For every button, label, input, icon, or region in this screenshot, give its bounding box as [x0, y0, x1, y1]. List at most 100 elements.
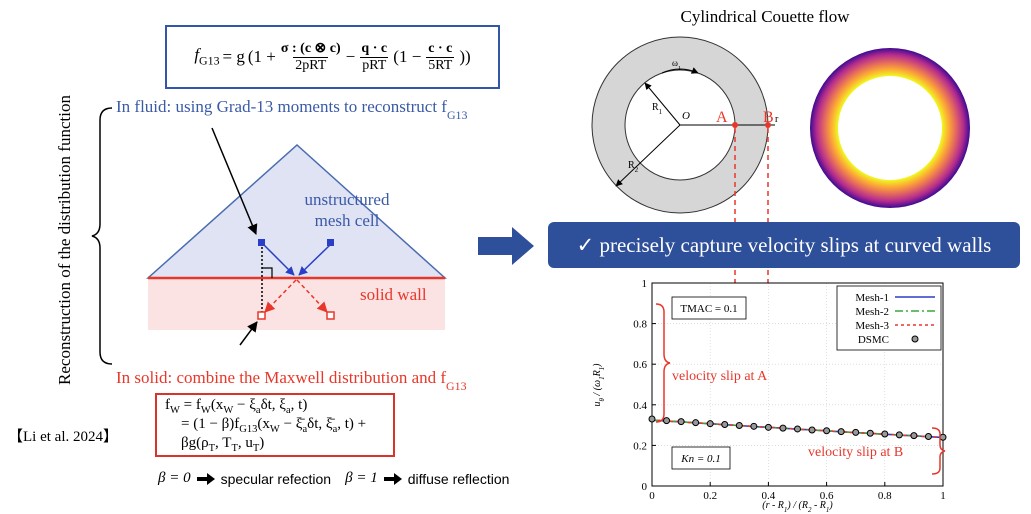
data-point — [779, 424, 787, 432]
arrow — [296, 279, 328, 313]
condition-text: specular refection — [220, 470, 332, 487]
o-label: O — [682, 110, 690, 122]
text-piece: / (ω — [592, 380, 603, 398]
subscript: W — [200, 404, 211, 416]
y-tick-label: 0.6 — [633, 359, 647, 371]
formula-text: G13 — [199, 53, 220, 68]
x-tick-label: 0.2 — [703, 490, 717, 502]
data-point — [866, 429, 874, 437]
right-angle — [262, 267, 273, 278]
text-piece: − ξ — [233, 396, 256, 413]
subscript: θ — [598, 398, 606, 402]
cell-label: unstructured — [305, 190, 390, 209]
omega-label: ω1 — [672, 58, 681, 72]
text-piece: (x — [210, 396, 224, 413]
text-piece: − ξ̄ — [279, 415, 303, 432]
banner-text: ✓ precisely capture velocity slips at cu… — [577, 233, 992, 257]
b-label: B — [763, 109, 774, 126]
big-arrow — [478, 227, 534, 265]
ghost-node — [326, 311, 335, 320]
formula-text: σ : (c ⊗ c) — [280, 41, 341, 56]
legend-label: Mesh-3 — [855, 320, 889, 332]
fluid-line: In fluid: using Grad-13 moments to recon… — [116, 97, 468, 122]
chart: 00.20.40.60.810 0.2 0.4 0.6 0.8 1uθ / (ω1R1)(… — [592, 278, 947, 514]
y-tick-label: 1 — [642, 278, 648, 290]
wall-formula: fW = fW(xW − ξaδt, ξa, t) = (1 − β)fG13(… — [155, 393, 395, 457]
text-piece: (r - R — [762, 500, 784, 511]
point-a — [732, 122, 738, 128]
mesh-cell — [146, 143, 447, 279]
radius — [644, 82, 681, 126]
solid-line: In solid: combine the Maxwell distributi… — [116, 368, 467, 393]
r-label: r — [775, 114, 779, 125]
legend-swatch — [911, 335, 919, 343]
arrow — [264, 279, 297, 313]
data-point — [735, 422, 743, 430]
legend-box — [836, 285, 942, 351]
data-point — [852, 428, 860, 436]
text-piece: In solid: combine the Maxwell distributi… — [116, 368, 446, 387]
subscript: 1 — [598, 367, 606, 371]
data-point — [939, 433, 947, 441]
y-axis-label: uθ / (ω1R1) — [592, 363, 606, 407]
formula-line: fW = fW(xW − ξaδt, ξa, t) — [165, 397, 307, 416]
data-point — [706, 420, 714, 428]
text-piece: ω — [672, 58, 678, 68]
subscript: a — [255, 404, 261, 416]
subscript: T — [231, 442, 238, 454]
annotation: Kn = 0.1 — [680, 453, 721, 465]
subscript: T — [252, 442, 260, 454]
pointer — [239, 321, 258, 346]
x-axis-label: (r - R1) / (R2 - R1) — [762, 500, 833, 514]
node — [327, 239, 334, 246]
y-tick-label: 0.4 — [633, 400, 647, 412]
r2-label: R2 — [628, 160, 639, 174]
x-tick-label: 1 — [940, 490, 946, 502]
a-label: A — [716, 109, 728, 126]
text-piece: = (1 − β)f — [181, 415, 240, 432]
annotation: velocity slip at B — [808, 445, 903, 460]
formula-text: )) — [459, 47, 471, 66]
data-point — [910, 432, 918, 440]
y-tick-label: 0.2 — [633, 440, 647, 452]
solid-region — [148, 278, 445, 330]
arrow — [263, 244, 295, 276]
text-piece: ) — [259, 434, 265, 451]
subscript: 1 — [784, 506, 788, 514]
y-tick-label: 0 — [642, 481, 648, 493]
arrow-icon — [196, 472, 215, 485]
formula-line: = (1 − β)fG13(xW − ξ̄aδt, ξ̄a, t) + βg(ρ… — [165, 416, 393, 454]
formula-text: − — [345, 47, 356, 66]
pointer — [211, 127, 258, 235]
text-piece: In fluid: using Grad-13 moments to recon… — [116, 97, 447, 116]
x-tick-label: 0.6 — [820, 490, 834, 502]
text-piece: (x — [257, 415, 270, 432]
subscript: 1 — [678, 65, 681, 72]
text-piece: R — [592, 370, 603, 377]
subscript: 2 — [808, 506, 812, 514]
text-piece: f — [165, 396, 170, 413]
y-tick-label: 0.8 — [633, 319, 647, 331]
text-piece: , u — [237, 434, 253, 451]
annotation: TMAC = 0.1 — [680, 303, 737, 315]
text-piece: δt, ξ — [260, 396, 286, 413]
data-point — [837, 428, 845, 436]
right-title: Cylindrical Couette flow — [680, 7, 850, 26]
formula-text: c · c — [428, 40, 453, 56]
r1-label: R1 — [652, 102, 663, 116]
subscript: 2 — [635, 166, 639, 174]
cell-label: mesh cell — [315, 211, 380, 230]
brace — [91, 107, 113, 365]
ghost-node — [257, 311, 266, 320]
wheel-hole — [838, 76, 942, 180]
subscript: W — [269, 423, 280, 435]
formula-text: f — [194, 45, 200, 65]
arrow — [298, 244, 331, 276]
formula-text: (1 − — [393, 47, 422, 66]
gas-formula: fG13 = g (1 + σ : (c ⊗ c) 2pRT − q · c pRT… — [165, 25, 500, 89]
citation: 【Li et al. 2024】 — [8, 429, 118, 445]
subscript: a — [302, 423, 308, 435]
annotation-box — [671, 446, 731, 470]
